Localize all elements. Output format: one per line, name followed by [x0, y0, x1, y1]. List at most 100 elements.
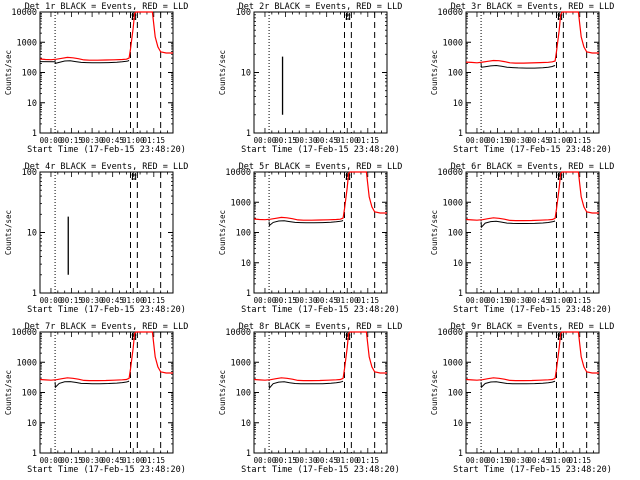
y-tick-label: 10000 [225, 168, 251, 178]
x-tick-label: 00:00 [466, 296, 489, 305]
y-tick-label: 100 [236, 389, 251, 399]
panel-title: Det 3r BLACK = Events, RED = LLD [451, 2, 615, 12]
y-axis-label: Counts/sec [218, 370, 227, 415]
x-tick-label: 00:45 [101, 456, 124, 465]
panel-det-8: Det 8r BLACK = Events, RED = LLD 1 10 100 10… [218, 322, 402, 475]
series-line-events [39, 60, 130, 65]
x-tick-label: 01:00 [336, 296, 359, 305]
series-line-events [268, 220, 344, 227]
x-tick-label: 00:15 [486, 136, 509, 145]
y-tick-label: 100 [448, 229, 463, 239]
x-axis-label: Start Time (17-Feb-15 23:48:20) [453, 305, 612, 315]
plot-frame [39, 11, 174, 134]
plot-frame [39, 171, 174, 294]
x-axis-label: Start Time (17-Feb-15 23:48:20) [453, 145, 612, 155]
series-line-lld [39, 11, 173, 61]
y-tick-label: 1000 [231, 198, 251, 208]
x-axis-label: Start Time (17-Feb-15 23:48:20) [453, 465, 612, 475]
y-tick-label: 10000 [225, 328, 251, 338]
y-tick-label: 10 [27, 419, 37, 429]
x-tick-label: 01:15 [357, 456, 380, 465]
plot-frame [465, 171, 600, 294]
y-tick-label: 1000 [443, 198, 463, 208]
x-tick-label: 01:15 [357, 296, 380, 305]
x-tick-label: 00:45 [527, 296, 550, 305]
y-tick-label: 1 [32, 449, 37, 459]
x-tick-label: 00:00 [40, 296, 63, 305]
x-axis-label: Start Time (17-Feb-15 23:48:20) [27, 305, 186, 315]
x-tick-label: 00:45 [315, 456, 338, 465]
y-tick-label: 10 [27, 99, 37, 109]
y-axis-label: Counts/sec [4, 210, 13, 255]
panel-title: Det 4r BLACK = Events, RED = LLD [25, 162, 189, 172]
y-tick-label: 1 [246, 129, 251, 139]
interval-bracket-mark [131, 173, 137, 180]
x-tick-label: 00:30 [81, 456, 104, 465]
x-tick-label: 01:15 [143, 456, 166, 465]
x-tick-label: 00:00 [254, 296, 277, 305]
plot-frame [253, 171, 388, 294]
x-tick-label: 01:00 [122, 456, 145, 465]
plot-frame [253, 11, 388, 134]
plot-frame [253, 331, 388, 454]
panel-det-2: Det 2r BLACK = Events, RED = LLD 1 10 100 00… [218, 2, 402, 155]
x-tick-label: 00:45 [527, 456, 550, 465]
y-tick-label: 100 [22, 168, 37, 178]
x-tick-label: 00:15 [274, 456, 297, 465]
x-tick-label: 01:15 [569, 136, 592, 145]
y-tick-label: 10 [241, 259, 251, 269]
series-line-events [480, 380, 556, 389]
x-tick-label: 00:30 [507, 456, 530, 465]
y-tick-label: 10 [241, 419, 251, 429]
panel-det-3: Det 3r BLACK = Events, RED = LLD 1 10 100 10… [430, 2, 614, 155]
y-tick-label: 10 [27, 229, 37, 239]
y-tick-label: 1 [246, 449, 251, 459]
panel-det-4: Det 4r BLACK = Events, RED = LLD 1 10 100 00… [4, 162, 188, 315]
y-tick-label: 10000 [437, 168, 463, 178]
x-tick-label: 01:15 [143, 296, 166, 305]
x-tick-label: 01:00 [548, 456, 571, 465]
series-line-lld [253, 171, 387, 221]
panel-title: Det 5r BLACK = Events, RED = LLD [239, 162, 403, 172]
y-tick-label: 100 [22, 389, 37, 399]
x-tick-label: 00:00 [466, 136, 489, 145]
x-tick-label: 00:00 [466, 456, 489, 465]
plot-frame [39, 331, 174, 454]
x-tick-label: 01:00 [548, 136, 571, 145]
plot-frame [465, 331, 600, 454]
x-axis-label: Start Time (17-Feb-15 23:48:20) [27, 465, 186, 475]
y-tick-label: 1000 [231, 358, 251, 368]
x-tick-label: 00:15 [486, 456, 509, 465]
x-tick-label: 00:00 [40, 456, 63, 465]
panel-det-5: Det 5r BLACK = Events, RED = LLD 1 10 100 10… [218, 162, 402, 315]
series-line-lld [465, 11, 599, 64]
x-tick-label: 00:15 [274, 136, 297, 145]
x-tick-label: 00:00 [254, 456, 277, 465]
y-tick-label: 10 [241, 69, 251, 79]
x-tick-label: 01:00 [122, 296, 145, 305]
y-tick-label: 10 [453, 419, 463, 429]
x-axis-label: Start Time (17-Feb-15 23:48:20) [241, 305, 400, 315]
y-tick-label: 1 [458, 449, 463, 459]
series-line-lld [39, 331, 173, 382]
x-tick-label: 00:15 [486, 296, 509, 305]
y-tick-label: 10 [453, 99, 463, 109]
y-tick-label: 1 [246, 289, 251, 299]
x-tick-label: 00:30 [295, 136, 318, 145]
x-tick-label: 00:30 [81, 136, 104, 145]
x-tick-label: 01:00 [122, 136, 145, 145]
panel-det-7: Det 7r BLACK = Events, RED = LLD 1 10 100 10… [4, 322, 188, 475]
panel-title: Det 1r BLACK = Events, RED = LLD [25, 2, 189, 12]
x-tick-label: 01:15 [357, 136, 380, 145]
x-tick-label: 00:15 [60, 296, 83, 305]
x-tick-label: 00:30 [507, 136, 530, 145]
x-tick-label: 00:45 [527, 136, 550, 145]
y-tick-label: 100 [448, 69, 463, 79]
x-tick-label: 00:00 [254, 136, 277, 145]
series-line-events [268, 380, 344, 390]
y-tick-label: 10000 [437, 328, 463, 338]
x-tick-label: 00:45 [315, 136, 338, 145]
series-line-events [480, 64, 556, 69]
y-tick-label: 100 [22, 69, 37, 79]
x-tick-label: 01:00 [336, 456, 359, 465]
